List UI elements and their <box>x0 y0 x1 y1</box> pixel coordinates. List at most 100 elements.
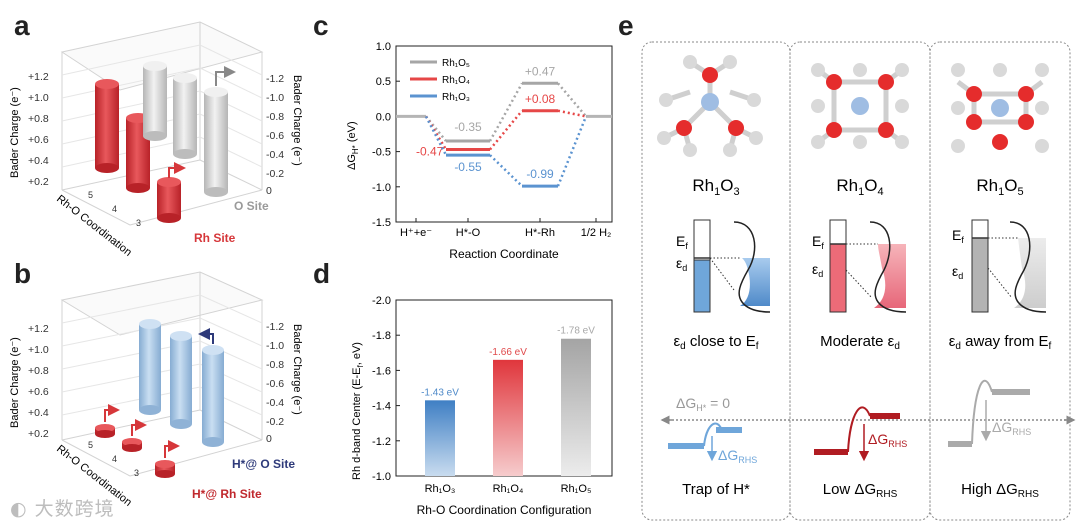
data-label-rho-1: -0.35 <box>454 120 482 134</box>
panel-c-x-ticks: H⁺+e⁻ H*-O H*-Rh 1/2 H₂ <box>400 218 611 239</box>
col1-title: Rh1O3 <box>692 176 739 198</box>
panel-a-left-ticks: +1.2 +1.0 +0.8 +0.6 +0.4 +0.2 <box>28 71 49 188</box>
svg-text:Ef: Ef <box>812 233 824 251</box>
panel-d-x-ticks: Rh₁O₃ Rh₁O₄ Rh₁O₅ <box>425 483 592 495</box>
y-tick-label: -1.0 <box>372 471 391 483</box>
her-profile-rh1o3: ΔGRHS <box>668 422 757 465</box>
panel-d-ylabel: Rh d-band Center (E-Ef, eV) <box>351 342 365 480</box>
y-tick-label: 0.5 <box>376 76 391 88</box>
y-tick-label: 1.0 <box>376 41 391 53</box>
tick: +0.2 <box>28 176 49 188</box>
data-label-2: -1.78 eV <box>557 326 595 337</box>
bar-0 <box>425 400 455 476</box>
structure-rh1o3 <box>657 55 763 157</box>
bar-o-3 <box>204 87 228 197</box>
legend-rh-site: Rh Site <box>194 231 236 245</box>
tick: +0.8 <box>28 365 49 377</box>
panel-a-left-axis-title: Bader Charge (e⁻) <box>9 87 21 178</box>
x-tick-label: Rh₁O₄ <box>493 483 524 495</box>
bar-rh-5 <box>95 79 119 173</box>
panel-label-e: e <box>618 10 634 41</box>
bar-h-o-4 <box>170 331 192 429</box>
svg-text:ΔGRHS: ΔGRHS <box>992 419 1031 437</box>
col3-title: Rh1O5 <box>976 176 1023 198</box>
trend-arrow-h-o-icon <box>198 328 214 344</box>
svg-text:εd: εd <box>952 263 963 281</box>
bar-2 <box>561 338 591 476</box>
tick: +1.2 <box>28 71 49 83</box>
panel-a-o-bars <box>143 61 228 197</box>
tick: -0.2 <box>266 168 284 180</box>
trend-arrow-o-icon <box>215 66 236 86</box>
bar-h-rh-5 <box>95 424 115 438</box>
trend-arrow-h-rh5-icon <box>104 404 120 422</box>
panel-b-3d-chart: Bader Charge (e⁻) +1.2 +1.0 +0.8 +0.6 +0… <box>9 271 303 509</box>
dband-rh1o5: Ef εd <box>952 219 1047 313</box>
data-label-rho-2: +0.47 <box>525 64 556 78</box>
data-label-rho-1: -0.47 <box>416 144 444 158</box>
panel-a-rh-bars <box>95 79 181 223</box>
bar-h-o-3 <box>202 345 224 447</box>
connector-rho-2 <box>556 115 588 187</box>
legend-h-o-site: H*@ O Site <box>232 457 295 471</box>
x-tick-label: H*-Rh <box>525 227 555 239</box>
panel-b-rh-bars <box>95 424 175 478</box>
panel-d-xlabel: Rh-O Coordination Configuration <box>417 503 592 517</box>
tick: +0.2 <box>28 428 49 440</box>
bar-o-5 <box>143 61 167 141</box>
tick: +1.0 <box>28 344 49 356</box>
bar-1 <box>493 359 523 476</box>
col3-dband-caption: εd away from Ef <box>949 333 1052 352</box>
data-label-0: -1.43 eV <box>421 387 459 398</box>
connector-rho-1 <box>489 109 523 151</box>
x-tick-label: H⁺+e⁻ <box>400 227 432 239</box>
panel-e-schematic: Rh1O3 Rh1O4 Rh1O5 Ef εd Ef εd <box>641 41 1076 521</box>
depth-tick: 3 <box>136 218 141 228</box>
tick: -0.4 <box>266 149 284 161</box>
y-tick-label: -1.8 <box>372 330 391 342</box>
y-tick-label: -0.5 <box>372 147 391 159</box>
x-tick-label: Rh₁O₅ <box>561 483 592 495</box>
panel-b-box <box>60 271 264 477</box>
tick: +0.4 <box>28 407 49 419</box>
connector-rho-2 <box>557 82 587 118</box>
panel-label-a: a <box>14 10 30 41</box>
panel-d-marks: -1.43 eV -1.66 eV -1.78 eV <box>421 326 595 476</box>
weibo-icon: ◐ <box>10 498 35 520</box>
her-profile-rh1o4: ΔGRHS <box>814 406 907 462</box>
col1-dband-caption: εd close to Ef <box>673 333 758 352</box>
svg-text:Ef: Ef <box>676 233 688 251</box>
tick: -0.6 <box>266 378 284 390</box>
panel-label-d: d <box>313 258 331 289</box>
panel-d-y-ticks: -2.0 -1.8 -1.6 -1.4 -1.2 -1.0 <box>372 295 400 483</box>
data-label-rho-2: -0.99 <box>526 167 554 181</box>
svg-text:εd: εd <box>812 261 823 279</box>
panel-c-ylabel: ΔGH* (eV) <box>346 121 360 170</box>
watermark-text: 大数跨境 <box>34 498 115 520</box>
dband-rh1o4: Ef εd <box>812 219 907 313</box>
bar-h-rh-3 <box>155 460 175 478</box>
tick: -1.2 <box>266 321 284 333</box>
depth-tick: 5 <box>88 190 93 200</box>
col1-her-caption: Trap of H* <box>682 481 750 498</box>
svg-text:ΔGRHS: ΔGRHS <box>718 447 757 465</box>
panel-b-o-bars <box>139 319 224 447</box>
panel-a-right-ticks: -1.2 -1.0 -0.8 -0.6 -0.4 -0.2 0 <box>266 73 284 197</box>
data-label-1: -1.66 eV <box>489 347 527 358</box>
col2-her-caption: Low ΔGRHS <box>823 481 898 500</box>
legend-o-site: O Site <box>234 199 269 213</box>
panel-b-left-axis-title: Bader Charge (e⁻) <box>9 337 21 428</box>
tick: -1.0 <box>266 92 284 104</box>
col3-her-caption: High ΔGRHS <box>961 481 1039 500</box>
x-tick-label: Rh₁O₃ <box>425 483 456 495</box>
y-tick-label: -1.4 <box>372 401 391 413</box>
watermark: ◐ 大数跨境 <box>10 494 115 521</box>
depth-tick: 3 <box>134 468 139 478</box>
svg-text:Ef: Ef <box>952 227 964 245</box>
data-label-rho-1: -0.55 <box>454 160 482 174</box>
y-tick-label: -1.0 <box>372 182 391 194</box>
connector-rho-1 <box>488 82 524 142</box>
tick: +1.2 <box>28 323 49 335</box>
panel-c-xlabel: Reaction Coordinate <box>449 247 559 261</box>
